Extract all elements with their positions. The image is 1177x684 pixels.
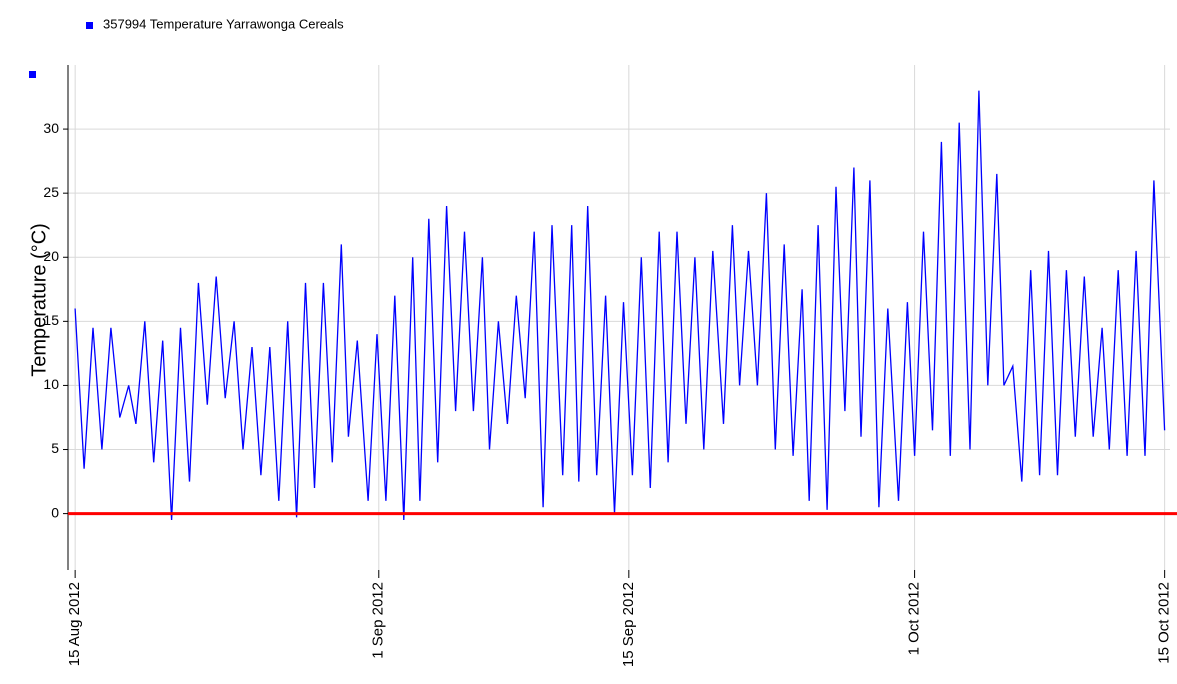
x-tick-label: 15 Aug 2012 (66, 582, 83, 666)
y-tick-label: 0 (51, 504, 59, 520)
y-tick-label: 5 (51, 440, 59, 456)
x-tick-label: 15 Sep 2012 (620, 582, 637, 667)
y-tick-label: 15 (43, 312, 59, 328)
y-tick-label: 20 (43, 248, 59, 264)
legend-marker (86, 22, 93, 29)
data-line (74, 90, 1166, 521)
x-tick-label: 15 Oct 2012 (1156, 582, 1173, 664)
x-tick-label: 1 Oct 2012 (906, 582, 923, 655)
x-tick-label: 1 Sep 2012 (370, 582, 387, 659)
y-axis-label: Temperature (°C) (28, 223, 50, 377)
y-tick-label: 10 (43, 376, 59, 392)
y-tick-label: 30 (43, 120, 59, 136)
axis-marker (29, 71, 36, 78)
legend-label: 357994 Temperature Yarrawonga Cereals (103, 16, 344, 31)
y-tick-label: 25 (43, 184, 59, 200)
